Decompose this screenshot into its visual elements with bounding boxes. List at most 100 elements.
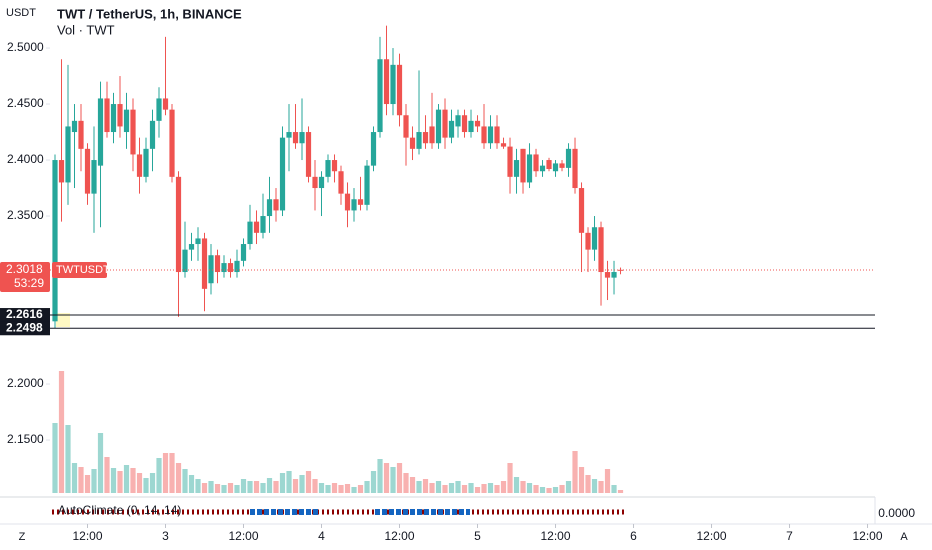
candle-body: [513, 160, 520, 177]
candle-body: [227, 263, 234, 273]
candle-body: [455, 115, 461, 127]
y-tick-label: 2.3500: [7, 208, 44, 222]
candle-body: [247, 221, 253, 245]
current-price-label: 2.3018: [6, 262, 43, 276]
candle-body: [539, 165, 546, 172]
candle-body: [403, 115, 409, 138]
volume-bar: [318, 483, 325, 493]
candle-body: [305, 132, 312, 177]
candle-body: [331, 160, 338, 172]
candle-body: [461, 115, 468, 133]
volume-bar: [78, 467, 84, 493]
x-tick-label: 12:00: [541, 529, 571, 543]
volume-bar: [539, 487, 546, 493]
volume-bar: [123, 465, 130, 493]
candle-body: [292, 132, 299, 144]
volume-bar: [188, 475, 195, 493]
volume-bar: [377, 459, 383, 493]
candle-body: [611, 272, 617, 278]
volume-bar: [91, 469, 97, 493]
candle-body: [429, 126, 435, 144]
candle-body: [526, 154, 533, 183]
volume-bar: [513, 477, 520, 493]
volume-bar: [435, 481, 442, 493]
candle-body: [546, 160, 552, 169]
symbol-bg: [52, 262, 107, 279]
price-line-label-bg: [0, 321, 50, 336]
candle-body: [84, 148, 91, 194]
candle-body: [442, 109, 448, 138]
candle-body: [416, 132, 422, 149]
volume-bar: [468, 483, 474, 493]
y-tick-label: 2.2000: [7, 376, 44, 390]
volume-bar: [429, 483, 435, 493]
volume-bar: [442, 485, 448, 493]
candle-body: [71, 120, 78, 133]
volume-bar: [559, 485, 565, 493]
price-line-label: 2.2498: [6, 320, 43, 334]
candle-body: [377, 59, 383, 133]
candle-body: [104, 98, 110, 133]
candle-body: [234, 260, 240, 273]
volume-bar: [52, 423, 58, 493]
candle-body: [507, 146, 513, 177]
candle-body: [468, 120, 474, 133]
y-tick-label: 2.4000: [7, 152, 44, 166]
volume-bar: [247, 481, 253, 493]
volume-bar: [162, 453, 169, 493]
candle-body: [344, 193, 351, 211]
volume-bar: [195, 479, 201, 493]
volume-bar: [221, 485, 227, 493]
candle-body: [130, 109, 136, 155]
candle-body: [149, 120, 156, 149]
volume-bar: [331, 483, 338, 493]
volume-bar: [552, 487, 559, 493]
candle-body: [578, 188, 585, 233]
corner-left: Z: [19, 531, 26, 543]
candle-body: [143, 148, 149, 177]
candle-body: [221, 263, 227, 273]
volume-bar: [383, 463, 390, 493]
candle-body: [494, 126, 500, 144]
candle-body: [156, 98, 162, 121]
candle-body: [520, 148, 526, 183]
candle-body: [396, 64, 403, 116]
volume-bar: [416, 481, 422, 493]
volume-bar: [396, 463, 403, 493]
volume-bar: [58, 371, 65, 493]
volume-bar: [97, 433, 104, 493]
candle-body: [383, 59, 390, 105]
candle-body: [266, 199, 273, 217]
candle-body: [481, 126, 487, 144]
volume-bar: [507, 463, 513, 493]
volume-bar: [500, 481, 507, 493]
x-tick-label: 3: [162, 529, 169, 543]
y-tick-label: 2.5000: [7, 40, 44, 54]
volume-bar: [149, 473, 156, 493]
volume-bar: [591, 479, 598, 493]
volume-bar: [604, 469, 611, 493]
volume-bar: [201, 483, 208, 493]
volume-bar: [494, 485, 500, 493]
indicator-value: 0.0000: [878, 506, 915, 520]
x-tick-label: 7: [786, 529, 793, 543]
candle-body: [351, 199, 357, 211]
volume-bar: [325, 485, 331, 493]
candle-body: [188, 244, 195, 250]
volume-bar: [266, 478, 273, 493]
candle-body: [435, 109, 442, 144]
candle-body: [240, 244, 247, 261]
candle-body: [604, 272, 611, 278]
volume-bar: [143, 478, 149, 493]
volume-bar: [292, 479, 299, 493]
volume-bar: [286, 471, 292, 493]
volume-bar: [403, 473, 409, 493]
volume-bar: [487, 483, 494, 493]
x-tick-label: 6: [630, 529, 637, 543]
candle-body: [110, 104, 117, 133]
highlight: [56, 313, 70, 327]
volume-bar: [390, 467, 396, 493]
candle-body: [201, 238, 208, 289]
x-tick-label: 12:00: [228, 529, 258, 543]
